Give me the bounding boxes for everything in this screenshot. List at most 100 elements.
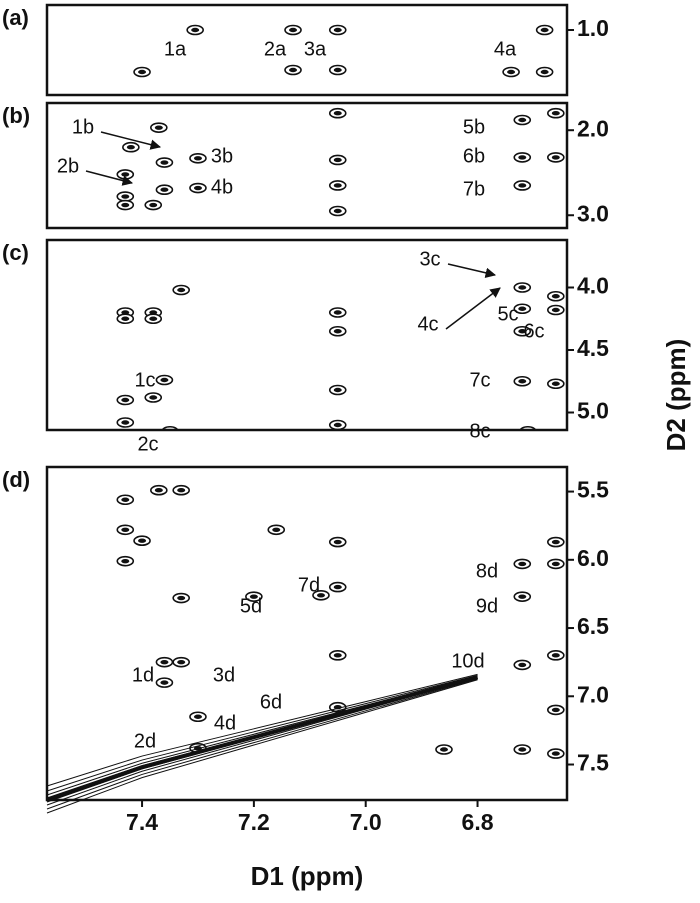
peak-core xyxy=(121,558,130,564)
annotation-arrow xyxy=(100,131,162,150)
peak-core xyxy=(191,27,200,33)
peak-core xyxy=(518,561,527,567)
peak-core xyxy=(518,747,527,752)
panel-label: (b) xyxy=(2,103,30,128)
y-tick-label: 7.5 xyxy=(577,750,609,776)
peak-core xyxy=(160,680,169,685)
annotation: 2b xyxy=(57,155,79,177)
peak-core xyxy=(518,329,527,334)
peak-core xyxy=(177,595,186,601)
peak-core xyxy=(154,125,163,130)
peak-core xyxy=(154,488,163,493)
annotation: 6d xyxy=(260,691,282,713)
peak-core xyxy=(193,185,202,191)
diagonal-ridge xyxy=(46,675,479,802)
peak-core xyxy=(193,156,202,161)
annotation: 2a xyxy=(264,38,287,60)
peak-core xyxy=(121,397,130,403)
x-axis-label: D1 (ppm) xyxy=(251,861,364,891)
peak-core xyxy=(333,584,342,590)
peak-core xyxy=(518,155,527,160)
peak-core xyxy=(518,662,527,668)
peak-core xyxy=(289,27,298,33)
diagonal-ridge xyxy=(46,677,478,806)
y-tick-label: 6.5 xyxy=(577,613,609,639)
annotation: 1c xyxy=(134,369,155,391)
peak-core xyxy=(177,659,186,665)
peak-core xyxy=(518,183,527,188)
annotation: 10d xyxy=(451,650,484,672)
annotation: 4d xyxy=(214,712,236,734)
peak-core xyxy=(551,707,560,713)
peak-core xyxy=(160,187,169,192)
panel-frame xyxy=(45,3,569,97)
diagonal-ridge xyxy=(46,679,478,814)
peak-core xyxy=(149,316,158,321)
peak-core xyxy=(551,561,560,567)
peak-core xyxy=(121,202,130,208)
peak-core xyxy=(126,145,135,150)
peak-core xyxy=(121,316,130,321)
peak-core xyxy=(551,294,560,299)
plot-area xyxy=(116,282,565,430)
annotation: 6b xyxy=(463,145,485,167)
panel-frame xyxy=(45,238,569,432)
peak-core xyxy=(518,306,527,311)
peak-core xyxy=(249,594,258,599)
peak-core xyxy=(333,183,342,188)
annotation: 4c xyxy=(417,313,438,335)
peak-core xyxy=(551,307,560,313)
diagonal-ridge xyxy=(46,674,478,792)
peak-core xyxy=(551,751,560,756)
annotation: 7c xyxy=(469,369,490,391)
peak-core xyxy=(333,539,342,545)
peak-core xyxy=(551,539,560,545)
annotation: 5d xyxy=(240,595,262,617)
annotation: 5b xyxy=(463,116,485,138)
peak-core xyxy=(177,488,186,493)
panel-label: (d) xyxy=(2,467,30,492)
peak-core xyxy=(149,202,158,208)
peak-core xyxy=(138,69,147,75)
annotation: 3d xyxy=(213,664,235,686)
peak-core xyxy=(121,420,130,425)
peak-core xyxy=(540,27,549,33)
peak-core xyxy=(160,659,169,665)
annotation: 9d xyxy=(476,595,498,617)
peak-core xyxy=(333,67,342,73)
annotation: 1d xyxy=(132,664,154,686)
annotation: 4b xyxy=(211,176,233,198)
peak-core xyxy=(272,527,281,532)
annotation: 7b xyxy=(463,178,485,200)
y-tick-label: 3.0 xyxy=(577,200,609,226)
diagonal-ridge xyxy=(46,678,478,810)
panel-frame xyxy=(45,101,569,230)
peak-core xyxy=(333,387,342,393)
annotation: 5c xyxy=(497,303,518,325)
plot-area xyxy=(116,484,565,759)
peak-core xyxy=(333,653,342,658)
peak-core xyxy=(121,527,130,532)
peak-core xyxy=(121,172,130,177)
y-tick-label: 5.0 xyxy=(577,398,609,424)
peak-core xyxy=(121,497,130,502)
peak-core xyxy=(551,155,560,160)
y-tick-label: 4.5 xyxy=(577,335,609,361)
annotation-arrow xyxy=(447,263,497,278)
peak-core xyxy=(518,117,527,123)
peak-core xyxy=(333,310,342,315)
peak-core xyxy=(289,67,298,73)
peak-core xyxy=(333,208,342,214)
peak-core xyxy=(333,111,342,116)
peak-core xyxy=(193,714,202,719)
annotation-arrow xyxy=(445,287,501,330)
peak-core xyxy=(551,653,560,658)
y-tick-label: 2.0 xyxy=(577,115,609,141)
peak-core xyxy=(507,69,516,75)
y-tick-label: 6.0 xyxy=(577,545,609,571)
diagonal-ridge xyxy=(46,677,478,803)
panel-label: (c) xyxy=(2,240,29,265)
peak-core xyxy=(333,422,342,428)
peak-core xyxy=(551,111,560,116)
peak-core xyxy=(316,593,325,598)
